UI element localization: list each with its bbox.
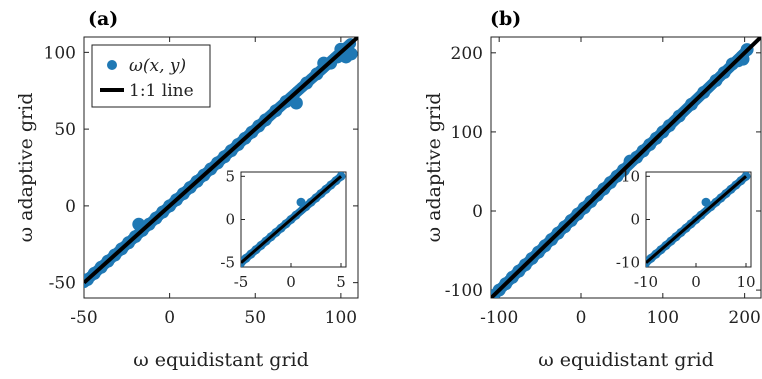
inset-marks — [646, 172, 751, 267]
legend-box — [91, 44, 211, 108]
panel-label: (a) — [88, 8, 118, 30]
y-axis-label: ω adaptive grid — [423, 93, 445, 243]
x-tick-label: 100 — [647, 308, 679, 328]
x-axis-label: ω equidistant grid — [133, 349, 309, 371]
y-tick-label: 0 — [472, 202, 483, 222]
inset-y-tick-label: -10 — [616, 254, 640, 272]
y-tick-label: 100 — [44, 43, 76, 63]
inset-one-to-one-line — [646, 175, 747, 264]
legend-marker-points — [107, 60, 117, 70]
one-to-one-line — [491, 37, 761, 298]
plot-marks — [84, 37, 358, 289]
legend-label-line: 1:1 line — [129, 81, 194, 101]
data-point — [289, 96, 303, 110]
inset-y-tick-label: 0 — [225, 211, 235, 229]
inset-x-tick-label: -10 — [634, 273, 658, 291]
x-tick-label: -100 — [480, 308, 518, 328]
plot-marks — [491, 37, 761, 298]
inset-one-to-one-line — [241, 175, 342, 264]
legend-label-points: ω(x, y) — [129, 56, 186, 76]
y-tick-label: 0 — [65, 197, 76, 217]
inset-y-tick-label: 5 — [225, 167, 235, 185]
y-tick-label: -100 — [445, 281, 483, 301]
y-tick-label: 100 — [451, 123, 483, 143]
panel-label: (b) — [490, 8, 521, 30]
y-tick-label: 200 — [451, 44, 483, 64]
x-tick-label: 200 — [728, 308, 760, 328]
inset-x-tick-label: 5 — [336, 273, 346, 291]
inset-x-tick-label: 0 — [286, 273, 296, 291]
x-axis-label: ω equidistant grid — [538, 349, 714, 371]
y-axis-label: ω adaptive grid — [15, 93, 37, 243]
inset-y-tick-label: -5 — [220, 254, 235, 272]
x-tick-label: -50 — [70, 308, 97, 328]
inset-y-tick-label: 0 — [630, 211, 640, 229]
inset-y-tick-label: 10 — [621, 167, 640, 185]
x-tick-label: 100 — [325, 308, 357, 328]
data-point — [344, 47, 358, 61]
x-tick-label: 0 — [164, 308, 175, 328]
y-tick-label: -50 — [49, 274, 76, 294]
inset-marks — [241, 172, 346, 267]
inset-x-tick-label: 10 — [736, 273, 755, 291]
inset-x-tick-label: -5 — [234, 273, 249, 291]
x-tick-label: 50 — [244, 308, 266, 328]
one-to-one-line — [84, 37, 358, 285]
inset: -5 0 5 -5 0 5 — [220, 167, 347, 291]
x-tick-label: 0 — [576, 308, 587, 328]
y-tick-label: 50 — [54, 120, 76, 140]
inset: -10 0 10 -10 0 10 — [616, 167, 756, 291]
inset-x-tick-label: 0 — [691, 273, 701, 291]
legend: ω(x, y) 1:1 line — [91, 44, 211, 108]
